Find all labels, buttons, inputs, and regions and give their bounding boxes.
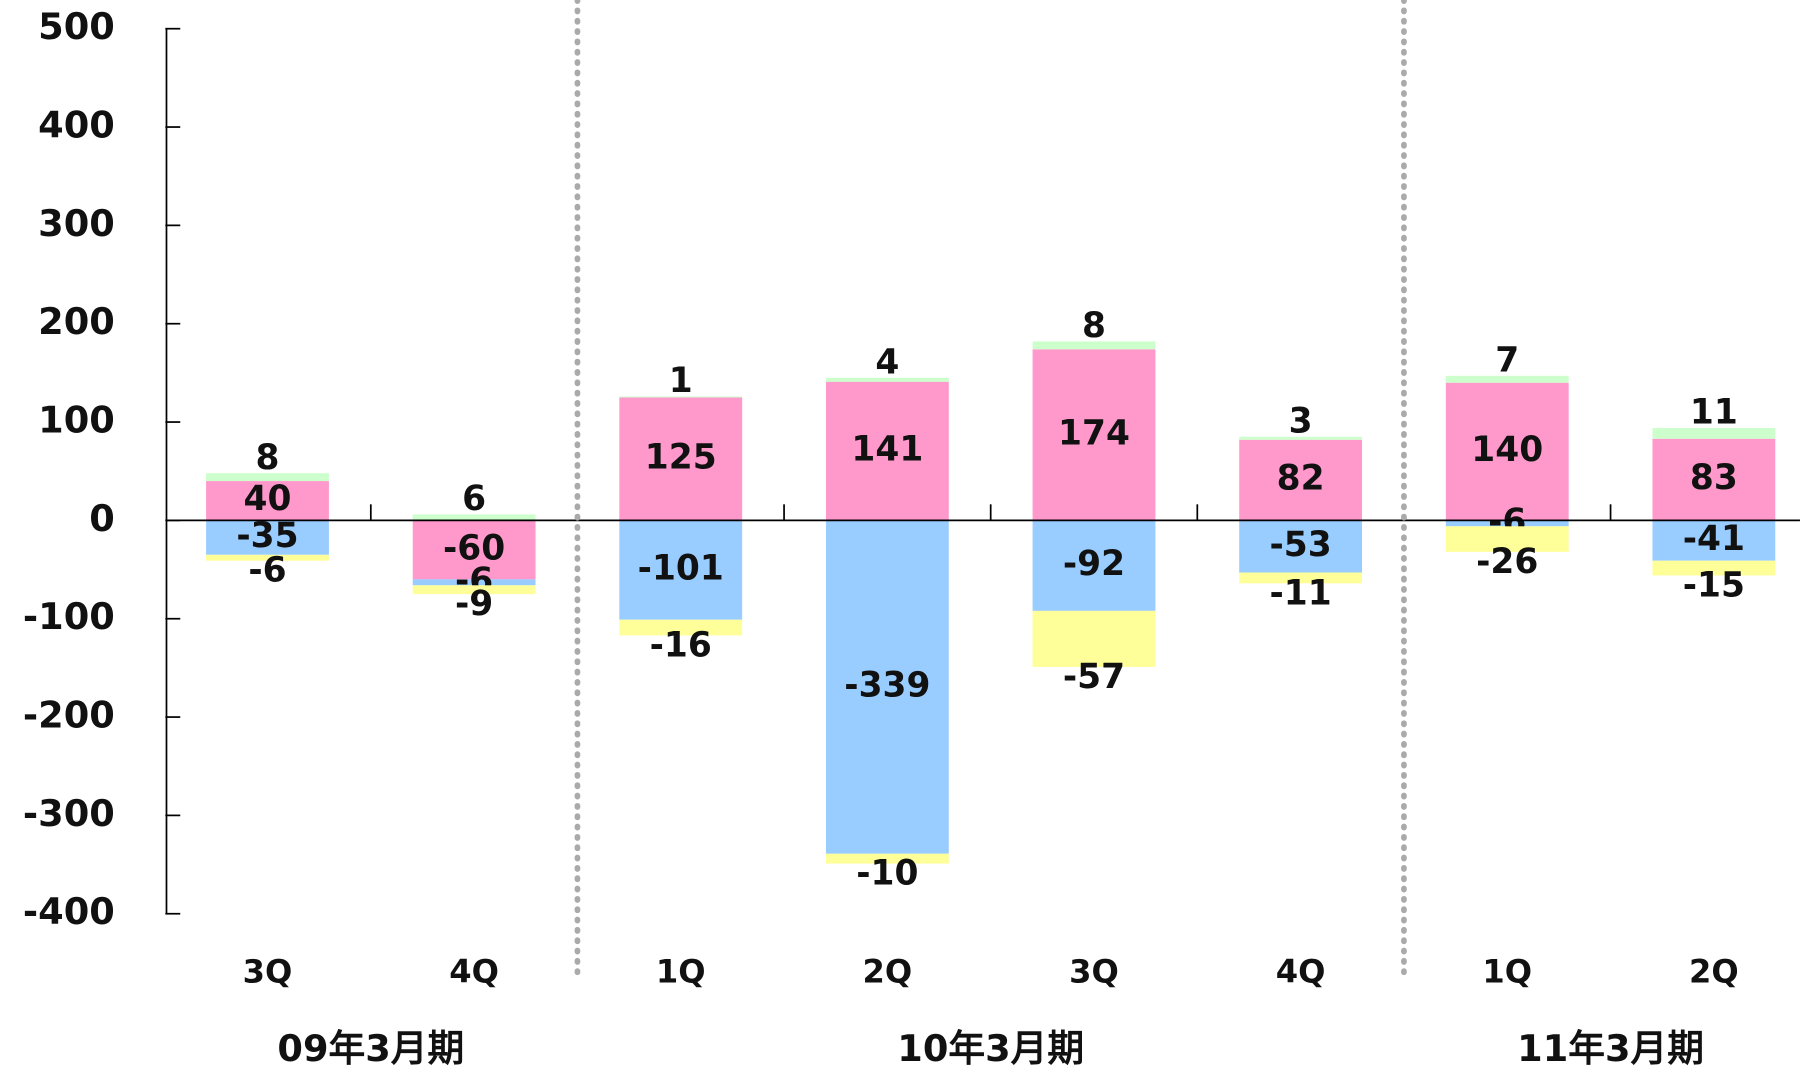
data-label: 8	[256, 438, 280, 478]
group-label: 09年3月期	[277, 1027, 464, 1070]
bar-segment	[1652, 560, 1776, 576]
x-tick-label: 1Q	[1482, 952, 1532, 990]
data-label: 6	[462, 479, 486, 519]
bar-segment	[1032, 610, 1156, 667]
bar-segment	[619, 397, 743, 521]
data-label: -16	[650, 625, 712, 665]
y-tick-label: 400	[38, 104, 115, 147]
data-label: -101	[638, 549, 724, 589]
bar-segment	[825, 520, 949, 854]
bar-segment	[825, 377, 949, 382]
data-label: -339	[844, 666, 930, 706]
x-tick-label: 4Q	[1276, 952, 1326, 990]
data-label: 174	[1058, 413, 1130, 453]
data-label: -35	[236, 516, 298, 556]
data-label: -60	[443, 528, 505, 568]
y-tick-label: 100	[38, 399, 115, 442]
y-tick-label: -300	[23, 792, 115, 835]
data-label: 4	[875, 343, 899, 383]
y-tick-label: 500	[38, 5, 115, 48]
bar-segment	[1239, 439, 1363, 521]
bar-segment	[206, 554, 329, 561]
data-label: -6	[248, 551, 286, 591]
y-tick-label: 200	[38, 300, 115, 343]
data-label: -15	[1683, 565, 1745, 605]
data-label: 125	[645, 437, 717, 477]
bar-segment	[1239, 520, 1363, 573]
bar-segment	[1652, 520, 1776, 561]
bar-segment	[1445, 382, 1569, 521]
bar-segment	[412, 585, 536, 595]
bar-segment	[825, 381, 949, 521]
data-label: -41	[1683, 519, 1745, 559]
data-label: -6	[455, 561, 493, 601]
x-tick-label: 3Q	[243, 952, 293, 990]
y-tick-label: -400	[23, 890, 115, 933]
bar-segment	[619, 396, 743, 398]
y-tick-label: -200	[23, 694, 115, 737]
bar-segment	[206, 520, 329, 555]
data-label: 40	[244, 479, 292, 519]
bar-segment	[1652, 438, 1776, 521]
data-label: -10	[856, 854, 918, 894]
data-label: 141	[851, 430, 923, 470]
bar-segment	[1445, 520, 1569, 527]
data-label: 82	[1277, 459, 1325, 499]
y-tick-label: -100	[23, 595, 115, 638]
x-tick-label: 2Q	[1689, 952, 1739, 990]
x-tick-label: 3Q	[1069, 952, 1119, 990]
bar-segment	[1445, 375, 1569, 383]
group-label: 11年3月期	[1517, 1027, 1704, 1070]
bar-segment	[412, 579, 536, 586]
bar-segment	[1652, 427, 1776, 439]
data-label: -26	[1476, 542, 1538, 582]
bar-segment	[1239, 572, 1363, 584]
bar-segment	[1032, 349, 1156, 521]
y-tick-label: 300	[38, 202, 115, 245]
data-label: 8	[1082, 306, 1106, 346]
data-label: 7	[1495, 341, 1519, 381]
data-label: -11	[1270, 573, 1332, 613]
bar-segment	[1445, 526, 1569, 552]
data-label: -57	[1063, 657, 1125, 697]
group-label: 10年3月期	[897, 1027, 1084, 1070]
bar-segment	[206, 473, 329, 482]
bar-segment	[412, 520, 536, 580]
x-tick-label: 4Q	[449, 952, 499, 990]
bar-segment	[1239, 436, 1363, 440]
bar-segment	[1032, 520, 1156, 611]
data-label: -53	[1270, 525, 1332, 565]
data-label: 1	[669, 361, 693, 401]
data-label: -9	[455, 584, 493, 624]
x-tick-label: 2Q	[863, 952, 913, 990]
data-label: -92	[1063, 544, 1125, 584]
bar-segment	[412, 514, 536, 521]
data-label: 83	[1690, 458, 1738, 498]
bar-segment	[619, 520, 743, 620]
bar-segment	[1032, 341, 1156, 350]
bar-segment	[206, 481, 329, 521]
data-label: 140	[1471, 430, 1543, 470]
data-label: 3	[1289, 402, 1313, 442]
y-tick-label: 0	[89, 497, 115, 540]
bar-segment	[825, 853, 949, 864]
bar-segment	[619, 619, 743, 636]
x-tick-label: 1Q	[656, 952, 706, 990]
data-label: 11	[1690, 393, 1738, 433]
